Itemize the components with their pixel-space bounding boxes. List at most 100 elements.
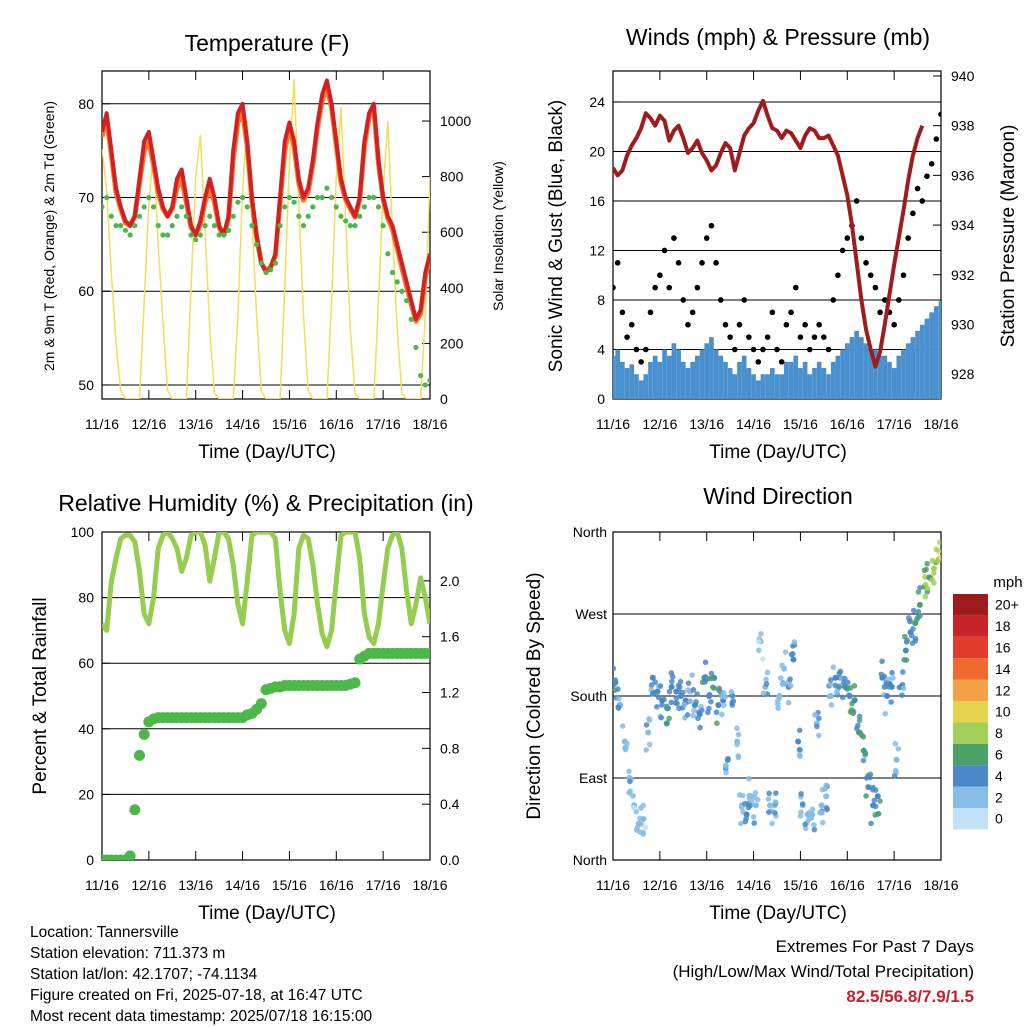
direction-point bbox=[796, 746, 803, 753]
gust-point bbox=[881, 297, 888, 303]
y-tick-label: 40 bbox=[78, 721, 94, 737]
sonic-wind-bar bbox=[685, 368, 691, 399]
y-tick-label: 24 bbox=[589, 94, 605, 110]
direction-point bbox=[677, 678, 684, 685]
direction-point bbox=[799, 801, 806, 807]
direction-point bbox=[613, 681, 617, 688]
dewpoint-point bbox=[380, 223, 386, 229]
x-tick-label: 13/16 bbox=[689, 416, 724, 432]
direction-point bbox=[839, 694, 846, 701]
gust-point bbox=[652, 284, 658, 291]
sonic-wind-bar bbox=[919, 324, 925, 399]
direction-point bbox=[648, 682, 655, 689]
legend-swatch bbox=[953, 679, 988, 701]
direction-point bbox=[665, 705, 672, 712]
dewpoint-point bbox=[197, 232, 203, 238]
y2-tick-label: 400 bbox=[440, 280, 464, 296]
legend-label: 0 bbox=[995, 811, 1003, 827]
gust-point bbox=[614, 260, 621, 266]
direction-point bbox=[903, 657, 910, 663]
dewpoint-point bbox=[272, 260, 278, 266]
direction-point bbox=[929, 557, 936, 564]
gust-point bbox=[722, 321, 729, 328]
sonic-wind-bar bbox=[765, 374, 770, 399]
x-tick-label: 16/16 bbox=[319, 416, 354, 432]
direction-point bbox=[844, 679, 851, 686]
direction-point bbox=[816, 715, 822, 722]
direction-point bbox=[728, 689, 735, 695]
direction-point bbox=[924, 585, 931, 592]
direction-point bbox=[908, 632, 915, 639]
dewpoint-point bbox=[319, 194, 325, 201]
direction-point bbox=[663, 720, 670, 727]
sonic-wind-bar bbox=[774, 374, 780, 399]
station-latlon: Station lat/lon: 42.1707; -74.1134 bbox=[30, 966, 258, 983]
legend-label: 10 bbox=[995, 704, 1011, 720]
y2-tick-label: 0.8 bbox=[440, 740, 460, 756]
direction-point bbox=[630, 792, 636, 799]
dewpoint-point bbox=[108, 213, 114, 219]
gust-point bbox=[774, 346, 780, 353]
gust-point bbox=[769, 309, 776, 316]
direction-point bbox=[615, 696, 622, 702]
sonic-wind-bar bbox=[854, 330, 859, 399]
sonic-wind-bar bbox=[643, 374, 649, 399]
gust-point bbox=[938, 111, 941, 118]
sonic-wind-bar bbox=[690, 361, 695, 399]
direction-point bbox=[657, 683, 664, 689]
sonic-wind-bar bbox=[798, 368, 803, 399]
sonic-wind-bar bbox=[652, 355, 658, 399]
legend-label: 4 bbox=[995, 768, 1003, 784]
direction-point bbox=[640, 816, 647, 822]
direction-point bbox=[642, 824, 649, 831]
dewpoint-point bbox=[183, 213, 189, 219]
direction-point bbox=[899, 692, 905, 698]
direction-point bbox=[937, 539, 941, 546]
sonic-wind-bar bbox=[840, 349, 845, 399]
direction-point bbox=[874, 793, 881, 800]
sonic-wind-bar bbox=[873, 349, 878, 399]
sonic-wind-bar bbox=[613, 355, 616, 399]
direction-point bbox=[922, 593, 929, 600]
direction-point bbox=[626, 768, 632, 775]
direction-point bbox=[791, 639, 798, 645]
direction-point bbox=[815, 732, 822, 739]
precip-point bbox=[255, 698, 267, 710]
dewpoint-point bbox=[286, 194, 293, 201]
direction-point bbox=[930, 565, 937, 572]
dewpoint-point bbox=[216, 232, 222, 238]
sonic-wind-bar bbox=[901, 349, 906, 399]
sonic-wind-bar bbox=[905, 343, 911, 399]
recent-timestamp: Most recent data timestamp: 2025/07/18 1… bbox=[30, 1008, 373, 1025]
dewpoint-point bbox=[169, 223, 175, 229]
direction-point bbox=[882, 710, 889, 717]
direction-point bbox=[884, 693, 891, 699]
gust-point bbox=[628, 321, 635, 328]
y2-tick-label: 932 bbox=[951, 267, 975, 283]
direction-point bbox=[619, 723, 626, 729]
direction-point bbox=[802, 821, 808, 828]
dewpoint-point bbox=[347, 223, 353, 229]
dewpoint-point bbox=[146, 194, 152, 201]
x-tick-label: 18/16 bbox=[923, 416, 958, 432]
precip-point bbox=[349, 677, 361, 689]
y-tick-label: 50 bbox=[78, 377, 94, 393]
plot-area bbox=[613, 539, 941, 837]
direction-point bbox=[862, 752, 869, 758]
dewpoint-point bbox=[258, 260, 264, 266]
dewpoint-point bbox=[333, 204, 339, 210]
dewpoint-point bbox=[352, 223, 358, 229]
x-tick-label: 16/16 bbox=[830, 416, 865, 432]
direction-point bbox=[643, 747, 649, 753]
wind-ylabel-right: Station Pressure (Maroon) bbox=[998, 125, 1019, 348]
direction-point bbox=[649, 674, 656, 681]
direction-point bbox=[856, 713, 863, 720]
x-tick-label: 15/16 bbox=[783, 416, 818, 432]
dewpoint-point bbox=[179, 204, 185, 210]
dewpoint-point bbox=[244, 204, 250, 210]
y-tick-label: 20 bbox=[78, 786, 94, 802]
x-tick-label: 14/16 bbox=[736, 877, 771, 893]
y-tick-label: North bbox=[573, 852, 607, 868]
direction-point bbox=[833, 689, 840, 696]
x-tick-label: 12/16 bbox=[642, 416, 677, 432]
